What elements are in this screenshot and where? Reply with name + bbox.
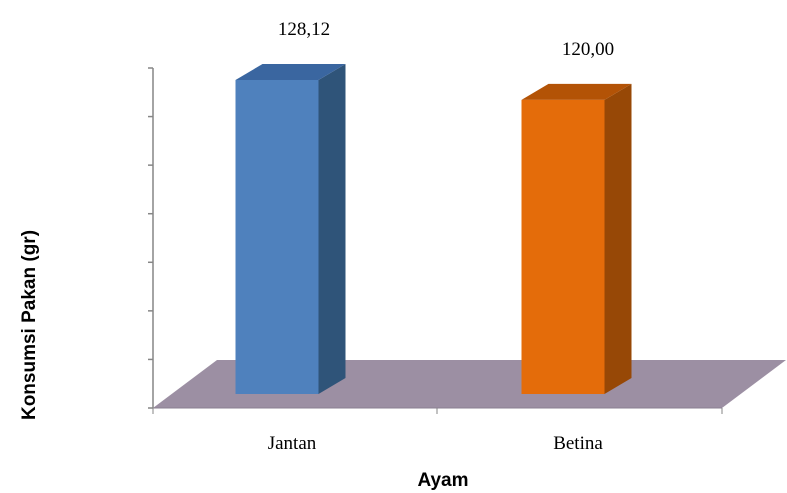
y-axis-title: Konsumsi Pakan (gr) [19,230,40,420]
bar-side-face [318,64,346,394]
x-tick-labels: Jantan Betina [268,433,604,454]
data-label-betina: 120,00 [562,39,614,60]
bars-group: 128,12 120,00 [235,19,632,394]
data-label-jantan: 128,12 [278,19,330,40]
bar-front-face [521,99,605,394]
bar-jantan [235,64,346,394]
bar-top-face [521,83,632,100]
bar-side-face [604,83,632,394]
x-tick-label-betina: Betina [553,433,603,454]
bar-betina [521,83,632,394]
y-axis [148,67,723,414]
bar-top-face [235,64,346,80]
x-tick-label-jantan: Jantan [268,433,317,454]
x-axis-title: Ayam [417,470,468,491]
bar-front-face [235,80,319,394]
